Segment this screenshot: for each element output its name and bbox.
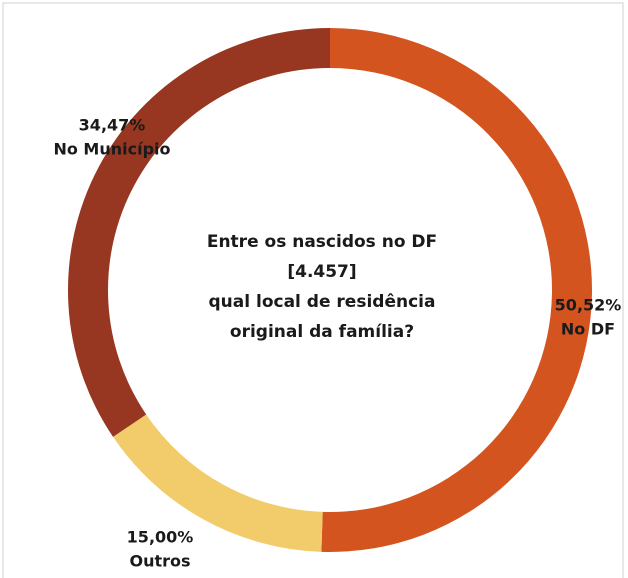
center-text: [4.457] [287,262,356,282]
center-text: qual local de residência [209,292,436,312]
value-label: 50,52% [555,296,622,315]
donut-segment [113,414,323,552]
category-label: No Município [53,140,170,159]
value-label: 15,00% [127,528,194,547]
category-label: No DF [561,320,615,339]
value-label: 34,47% [79,116,146,135]
category-label: Outros [129,552,190,571]
center-text: original da família? [230,322,414,342]
center-text: Entre os nascidos no DF [207,232,437,252]
donut-segment [321,28,593,552]
donut-segment [68,28,330,437]
